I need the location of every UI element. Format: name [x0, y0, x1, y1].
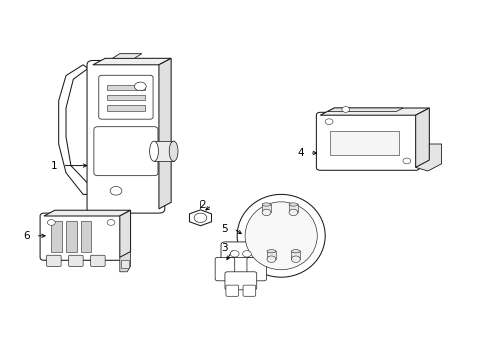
Text: 5: 5 [221, 224, 228, 234]
Circle shape [262, 209, 270, 216]
FancyBboxPatch shape [215, 257, 234, 281]
FancyBboxPatch shape [246, 257, 266, 281]
Polygon shape [189, 210, 211, 226]
FancyBboxPatch shape [90, 255, 105, 266]
FancyBboxPatch shape [68, 255, 83, 266]
FancyBboxPatch shape [227, 257, 254, 275]
FancyBboxPatch shape [316, 112, 419, 170]
Polygon shape [159, 58, 171, 209]
Bar [106, 105, 145, 111]
Text: 4: 4 [297, 148, 304, 158]
Ellipse shape [237, 194, 325, 277]
Bar [288, 204, 297, 212]
Bar [81, 221, 91, 252]
FancyBboxPatch shape [94, 127, 158, 176]
Polygon shape [120, 252, 130, 272]
FancyBboxPatch shape [87, 60, 164, 213]
Circle shape [107, 220, 115, 225]
Ellipse shape [262, 203, 270, 206]
Bar [266, 251, 275, 259]
Polygon shape [112, 54, 142, 58]
Ellipse shape [291, 250, 300, 253]
Text: 1: 1 [50, 161, 57, 171]
Ellipse shape [244, 202, 317, 270]
Circle shape [47, 220, 55, 225]
Circle shape [134, 82, 146, 91]
Circle shape [341, 107, 349, 112]
FancyBboxPatch shape [99, 75, 153, 119]
Ellipse shape [288, 203, 297, 206]
Circle shape [110, 186, 122, 195]
Text: 6: 6 [23, 231, 30, 241]
Text: 3: 3 [221, 243, 228, 253]
Circle shape [242, 251, 251, 257]
FancyBboxPatch shape [224, 272, 256, 290]
Bar [262, 204, 270, 212]
Bar [121, 260, 128, 268]
Polygon shape [320, 108, 428, 115]
Polygon shape [59, 65, 93, 194]
FancyBboxPatch shape [46, 255, 61, 266]
FancyBboxPatch shape [225, 285, 238, 296]
Bar [106, 85, 145, 90]
Bar [106, 95, 145, 100]
Polygon shape [93, 58, 171, 65]
Circle shape [288, 209, 297, 216]
Bar [291, 251, 300, 259]
FancyBboxPatch shape [243, 285, 255, 296]
Circle shape [266, 256, 275, 262]
Bar [154, 141, 173, 161]
Polygon shape [415, 144, 441, 171]
Circle shape [230, 251, 239, 257]
Polygon shape [44, 210, 130, 216]
Ellipse shape [149, 141, 158, 161]
Bar [51, 221, 62, 252]
Text: 2: 2 [199, 200, 206, 210]
Circle shape [194, 213, 206, 222]
Ellipse shape [266, 250, 275, 253]
Polygon shape [415, 108, 428, 167]
Circle shape [291, 256, 300, 262]
Bar [66, 221, 77, 252]
FancyBboxPatch shape [40, 213, 123, 260]
Polygon shape [327, 108, 402, 112]
Circle shape [402, 158, 410, 164]
Circle shape [325, 119, 332, 125]
Polygon shape [120, 210, 130, 257]
Bar [329, 131, 398, 155]
FancyBboxPatch shape [221, 242, 260, 266]
Ellipse shape [169, 141, 178, 161]
